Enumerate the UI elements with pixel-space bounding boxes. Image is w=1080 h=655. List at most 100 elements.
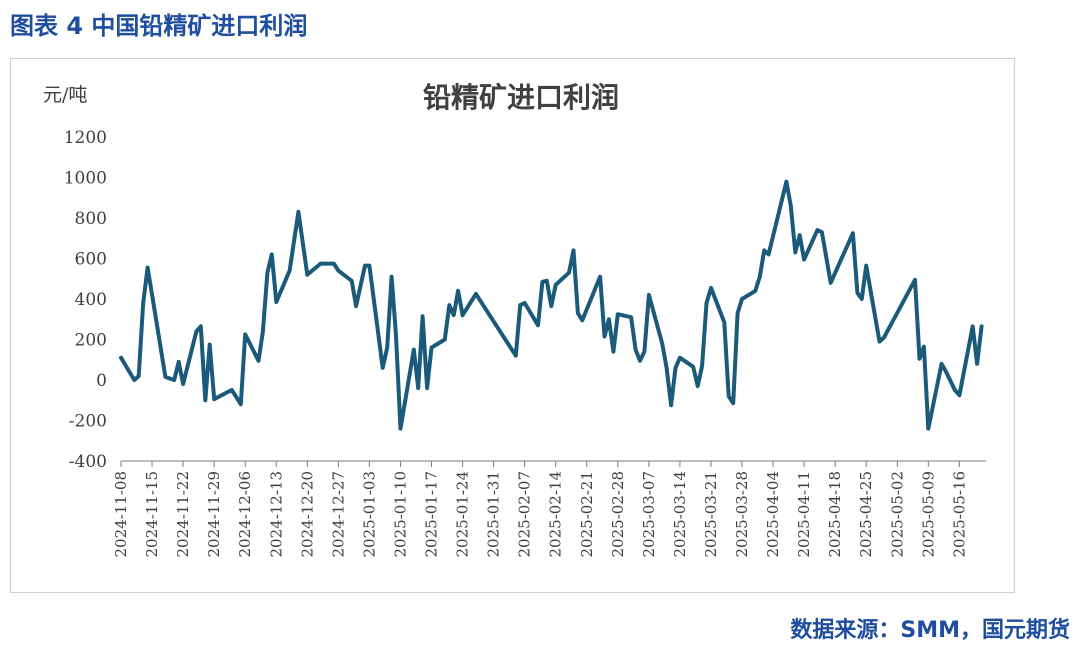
line-chart: 铅精矿进口利润 元/吨 1200 1000 800 600 400 200 0 -200 -40… — [43, 81, 986, 557]
data-point — [710, 287, 712, 289]
x-tick-label: 2024-11-15 — [143, 471, 161, 557]
data-point — [138, 375, 140, 377]
chart-frame: 铅精矿进口利润 元/吨 1200 1000 800 600 400 200 0 -200 -40… — [10, 58, 1015, 593]
x-tick-label: 2025-03-21 — [702, 471, 720, 557]
data-point — [728, 395, 730, 397]
data-point — [803, 259, 805, 260]
data-point — [209, 344, 211, 346]
y-tick-label: 1200 — [64, 128, 107, 148]
data-point — [706, 302, 707, 304]
x-tick-label: 2025-01-24 — [454, 471, 472, 557]
data-point — [546, 280, 548, 282]
y-tick-label: -200 — [69, 412, 107, 432]
data-point — [227, 391, 228, 393]
data-point — [816, 229, 818, 231]
data-point — [182, 383, 184, 385]
data-point — [919, 358, 920, 360]
chart-title: 铅精矿进口利润 — [423, 81, 619, 114]
x-tick-label: 2025-02-07 — [516, 471, 534, 557]
source-note: 数据来源：SMM，国元期货 — [790, 618, 1070, 643]
data-point — [320, 263, 322, 265]
data-point — [648, 294, 650, 296]
data-point — [666, 367, 668, 369]
data-point — [351, 280, 353, 282]
x-tick-label: 2025-03-14 — [671, 471, 689, 557]
data-point — [391, 276, 393, 278]
x-tick-label: 2025-02-14 — [547, 471, 565, 557]
x-tick-label: 2025-02-28 — [609, 471, 627, 557]
data-point — [258, 360, 259, 362]
data-point — [195, 330, 197, 332]
data-point — [923, 346, 925, 348]
data-point — [133, 379, 135, 381]
y-tick-label: 800 — [75, 209, 107, 229]
y-axis-unit: 元/吨 — [43, 84, 87, 106]
data-point — [679, 357, 681, 359]
data-point — [515, 355, 517, 357]
data-point — [741, 298, 743, 300]
data-point — [457, 290, 459, 292]
data-point — [364, 265, 366, 267]
x-tick-label: 2025-02-21 — [578, 471, 596, 557]
x-tick-label: 2025-04-18 — [826, 471, 844, 557]
data-point — [386, 347, 388, 349]
data-point — [395, 335, 397, 336]
data-point — [768, 253, 770, 255]
data-point — [577, 312, 579, 314]
y-tick-label: 1000 — [64, 169, 107, 189]
data-point — [927, 428, 929, 430]
data-point — [355, 305, 357, 307]
data-point — [550, 305, 552, 307]
x-tick-label: 2024-11-29 — [205, 471, 223, 557]
data-point — [573, 249, 574, 251]
x-axis: 2024-11-08 2024-11-15 2024-11-22 2024-11-29… — [112, 460, 986, 557]
figure-title: 图表 4 中国铅精矿进口利润 — [10, 12, 308, 40]
data-point — [275, 301, 277, 303]
data-point — [524, 302, 526, 304]
data-point — [173, 379, 175, 381]
data-point — [289, 270, 291, 272]
x-tick-label: 2025-01-17 — [423, 471, 441, 557]
data-point — [670, 404, 672, 406]
data-point — [643, 351, 645, 353]
data-point — [262, 330, 264, 332]
data-point — [431, 347, 432, 349]
data-point — [453, 314, 455, 316]
data-point — [701, 365, 703, 367]
data-point — [213, 398, 215, 400]
data-point — [976, 363, 978, 365]
x-tick-label: 2024-12-20 — [298, 471, 316, 557]
data-point — [852, 232, 854, 234]
data-point — [830, 282, 832, 284]
data-point — [697, 385, 699, 387]
data-point — [759, 276, 761, 278]
data-point — [617, 313, 619, 315]
data-point — [306, 274, 308, 276]
y-tick-label: 0 — [96, 371, 107, 391]
x-tick-label: 2025-05-16 — [950, 471, 968, 557]
data-point — [608, 318, 610, 320]
data-point — [475, 293, 477, 295]
x-tick-label: 2025-04-11 — [795, 471, 813, 557]
data-point — [368, 265, 370, 267]
x-tick-label: 2025-01-31 — [485, 471, 503, 557]
data-point — [945, 371, 947, 373]
data-point — [448, 304, 450, 306]
data-point — [604, 336, 605, 337]
data-point — [763, 249, 765, 251]
x-tick-label: 2024-12-27 — [329, 471, 347, 557]
data-point — [541, 281, 543, 283]
data-point — [732, 402, 734, 404]
data-point — [635, 349, 637, 351]
data-point — [178, 361, 180, 363]
data-point — [821, 231, 823, 233]
data-point — [147, 267, 149, 269]
y-tick-label: 400 — [75, 290, 107, 310]
data-point — [413, 349, 415, 351]
data-point — [382, 367, 384, 369]
data-point — [244, 333, 246, 335]
data-point — [142, 302, 144, 304]
data-point — [151, 294, 153, 296]
data-point — [204, 399, 206, 401]
x-tick-label: 2024-11-22 — [174, 471, 192, 557]
